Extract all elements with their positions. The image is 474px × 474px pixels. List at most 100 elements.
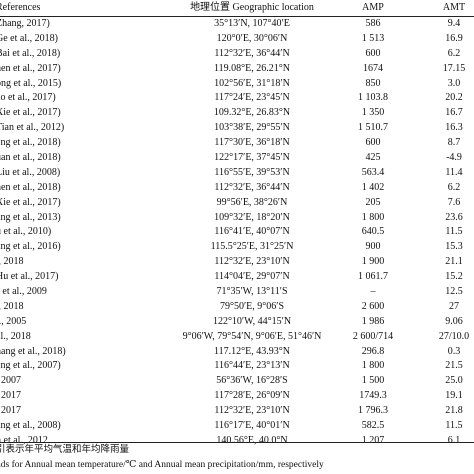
cell-geographic-location: 119.08°E, 26.21°N — [214, 62, 290, 74]
table-row: Xie et al., 2017) 109.32°E, 26.83°N 1 350 1… — [0, 106, 474, 121]
cell-geographic-location: 109.32°E, 26.83°N — [213, 107, 291, 119]
cell-reference: ., 2018 — [0, 300, 24, 312]
cell-reference: Xie et al., 2017) — [0, 196, 61, 208]
cell-geographic-location: 103°38′E, 29°55′N — [214, 122, 290, 134]
cell-geographic-location: 56°36′W, 16°28′S — [216, 375, 288, 387]
cell-amp: 640.5 — [361, 226, 385, 238]
cell-reference: Hu et al., 2017) — [0, 271, 59, 283]
cell-amt: 16.9 — [445, 32, 463, 44]
cell-amp: 1674 — [363, 62, 383, 74]
table-row: ang et al., 2013) 109°32′E, 18°20′N 1 800 2… — [0, 211, 474, 226]
cell-geographic-location: 116°44′E, 23°13′N — [214, 360, 290, 372]
cell-amt: 21.1 — [445, 256, 463, 268]
cell-amp: – — [370, 286, 376, 298]
cell-amt: 25.0 — [445, 375, 463, 387]
cell-reference: Zhang, 2017) — [0, 18, 50, 29]
header-geographic-location: 地理位置 Geographic location — [190, 2, 314, 13]
cell-reference: Bai et al., 2018) — [0, 47, 61, 59]
cell-amp: 600 — [365, 47, 381, 59]
table-bottom-rule — [0, 442, 474, 443]
cell-reference: ang et al., 2016) — [0, 241, 61, 253]
table-row: Liu et al., 2008) 116°55′E, 39°53′N 563.4 1… — [0, 166, 474, 181]
cell-amp: 1 800 — [361, 211, 385, 223]
cell-reference: ong et al., 2015) — [0, 77, 62, 89]
cell-reference: Liu et al., 2008) — [0, 166, 61, 178]
cell-amp: 586 — [365, 18, 381, 29]
cell-geographic-location: 99°56′E, 38°26′N — [216, 196, 288, 208]
cell-amt: -4.9 — [446, 152, 462, 164]
cell-amp: 425 — [365, 152, 381, 164]
cell-geographic-location: 114°04′E, 29°07′N — [214, 271, 290, 283]
cell-amp: 1 510.7 — [358, 122, 388, 134]
cell-reference: hen et al., 2017) — [0, 62, 61, 74]
cell-amp: 1 103.8 — [358, 92, 388, 104]
cell-amt: 12.5 — [445, 286, 463, 298]
table-header: References 地理位置 Geographic location AMP … — [0, 0, 474, 17]
cell-amp: 1 513 — [361, 32, 385, 44]
cell-geographic-location: 122°17′E, 37°45′N — [214, 152, 290, 164]
cell-amt: 9.4 — [447, 18, 461, 29]
table-row: ., 2018 112°32′E, 23°10′N 1 900 21.1 — [0, 255, 474, 270]
cell-geographic-location: 71°35′W, 13°11′S — [216, 286, 288, 298]
header-references: References — [0, 2, 41, 13]
cell-geographic-location: 120°0′E, 30°06′N — [216, 32, 288, 44]
cell-reference: u et al., 2010) — [0, 226, 52, 238]
cell-geographic-location: 116°55′E, 39°53′N — [214, 166, 290, 178]
table-note-english: nds for Annual mean temperature/℃ and An… — [0, 460, 324, 470]
table-note-chinese: 引表示年平均气温和年均降雨量 — [0, 445, 130, 455]
cell-amp: 1 207 — [361, 434, 385, 446]
cell-geographic-location: 117°24′E, 23°45′N — [214, 92, 290, 104]
table-row: , 2017 112°32′E, 23°10′N 1 796.3 21.8 — [0, 404, 474, 419]
cell-amt: 8.7 — [447, 137, 461, 149]
cell-amp: 1 350 — [361, 107, 385, 119]
cell-amt: 16.7 — [445, 107, 463, 119]
table-row: , 2017 117°28′E, 26°09′N 1749.3 19.1 — [0, 389, 474, 404]
cell-amp: 850 — [365, 77, 381, 89]
cell-amp: 1 800 — [361, 360, 385, 372]
cell-amt: 11.4 — [445, 166, 463, 178]
cell-geographic-location: 35°13′N, 107°40′E — [214, 18, 290, 29]
cell-amt: 6.1 — [447, 434, 461, 446]
cell-geographic-location: 122°10′W, 44°15′N — [212, 315, 292, 327]
cell-amt: 21.5 — [445, 360, 463, 372]
table-row: u et al., 2010) 116°41′E, 40°07′N 640.5 11.… — [0, 225, 474, 240]
cell-amt: 27/10.0 — [438, 330, 470, 342]
cell-amt: 6.2 — [447, 181, 461, 193]
cell-reference: uan et al., 2018) — [0, 152, 61, 164]
table-row: ang et al., 2016) 115.5°25′E, 31°25′N 900 1… — [0, 240, 474, 255]
cell-amt: 0.3 — [447, 345, 461, 357]
table-row: hen et al., 2017) 119.08°E, 26.21°N 1674 17… — [0, 62, 474, 77]
cell-amt: 9.06 — [445, 315, 463, 327]
cell-geographic-location: 117.12°E, 43.93°N — [214, 345, 290, 357]
cell-reference: l., 2005 — [0, 315, 27, 327]
cell-amp: 1 402 — [361, 181, 385, 193]
cell-amt: 20.2 — [445, 92, 463, 104]
cell-amt: 6.2 — [447, 47, 461, 59]
table-row: ang et al., 2008) 116°17′E, 40°01′N 582.5 1… — [0, 419, 474, 434]
cell-reference: ang et al., 2013) — [0, 211, 61, 223]
table-row: h et al., 2012 140.56°E, 40.0°N 1 207 6.1 — [0, 434, 474, 449]
cell-reference: Ge et al., 2018) — [0, 32, 58, 44]
table-row: Tian et al., 2012) 103°38′E, 29°55′N 1 510… — [0, 121, 474, 136]
cell-reference: eng et al., 2007) — [0, 360, 61, 372]
cell-amt: 7.6 — [447, 196, 461, 208]
cell-geographic-location: 116°17′E, 40°01′N — [214, 420, 290, 432]
cell-reference: s et al., 2009 — [0, 286, 47, 298]
cell-reference: , 2017 — [0, 390, 21, 402]
cell-geographic-location: 116°41′E, 40°07′N — [214, 226, 290, 238]
cell-geographic-location: 9°06′W, 79°54′N, 9°06′E, 51°46′N — [182, 330, 322, 342]
cell-amt: 27 — [449, 300, 459, 312]
cell-amp: 2 600 — [361, 300, 385, 312]
cell-geographic-location: 112°32′E, 23°10′N — [214, 405, 290, 417]
cell-amt: 21.8 — [445, 405, 463, 417]
table-body: Zhang, 2017) 35°13′N, 107°40′E 586 9.4 Ge et… — [0, 17, 474, 449]
table-row: nen et al., 2018) 112°32′E, 36°44′N 1 402 6… — [0, 181, 474, 196]
cell-reference: , 2007 — [0, 375, 21, 387]
cell-geographic-location: 112°32′E, 36°44′N — [214, 47, 290, 59]
table-row: Zhang, 2017) 35°13′N, 107°40′E 586 9.4 — [0, 17, 474, 32]
cell-amp: 582.5 — [361, 420, 385, 432]
cell-amp: 563.4 — [361, 166, 385, 178]
cell-reference: Tian et al., 2012) — [0, 122, 65, 134]
table-row: Bai et al., 2018) 112°32′E, 36°44′N 600 6.2 — [0, 47, 474, 62]
